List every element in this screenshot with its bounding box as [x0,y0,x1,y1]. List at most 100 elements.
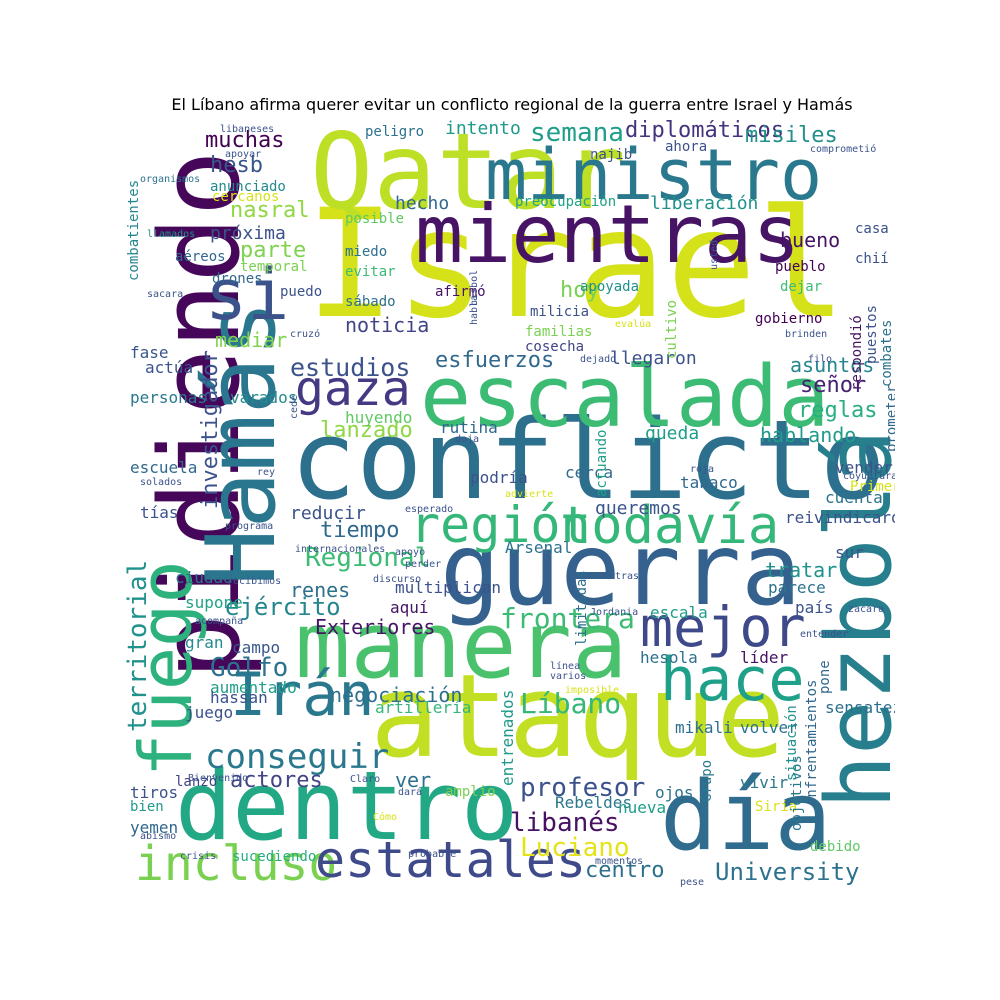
cloud-word: pueblo [775,259,826,275]
cloud-word: escalada [420,348,830,447]
cloud-word: multiplican [395,578,501,597]
cloud-word: University [715,858,860,886]
cloud-word: cede [289,394,300,420]
cloud-word: tratar [765,558,838,582]
cloud-word: si [205,254,290,336]
cloud-word: Israel [305,178,847,352]
cloud-word: centro [585,858,665,883]
cloud-word: cerca [565,463,614,482]
cloud-word: varados [230,388,298,407]
cloud-word: señor [800,373,867,398]
page-title: El Líbano afirma querer evitar un confli… [171,95,853,114]
cloud-word: parece [768,578,826,597]
cloud-word: semana [530,120,624,148]
cloud-word: discurso [373,574,422,585]
cloud-word: habla [469,294,480,326]
cloud-word: probable [408,849,457,860]
cloud-word: entender [800,629,849,640]
cloud-word: llamados [147,229,196,240]
cloud-word: enfrentamientos [804,679,820,807]
cloud-word: Exteriores [315,615,436,639]
cloud-word: crisis [180,851,217,862]
cloud-word: día [660,762,832,872]
cloud-word: hablando [760,423,857,447]
cloud-word: rutina [440,418,498,437]
cloud-word: Jordania [590,607,639,618]
cloud-word: ciudad [175,568,233,587]
cloud-word: dentro [175,752,519,862]
cloud-word: territorial [125,559,153,733]
cloud-word: pone [817,659,833,694]
cloud-word: ataque [370,650,786,784]
cloud-word: temporal [240,259,308,275]
cloud-word: respondió [849,314,865,391]
cloud-word: imposible [565,685,620,696]
cloud-word: Regional [305,543,431,573]
cloud-word: pese [680,877,705,888]
cloud-word: incluso [135,836,338,890]
cloud-word: mediar [215,328,288,352]
cloud-word: debido [810,839,861,855]
cloud-word: reglas [798,398,878,423]
cloud-word: frontera [500,602,635,635]
cloud-word: puedo [280,284,323,300]
cloud-word: tabaco [680,473,738,492]
cloud-word: varios [550,671,587,682]
cloud-word: yemen [130,818,179,837]
cloud-word: ahora [665,139,708,155]
cloud-word: vivir [740,773,789,792]
cloud-word: lanzado [320,418,413,443]
cloud-word: organismos [140,174,201,185]
cloud-word: Siria [755,799,798,815]
cloud-word: huyendo [345,408,413,427]
cloud-word: región [410,496,591,554]
cloud-word: renes [290,578,351,602]
cloud-word: asuntos [790,353,875,377]
cloud-word: cruzó [290,329,321,340]
cloud-word: reducir [290,503,366,524]
cloud-word: actores [230,768,323,793]
cloud-word: manera [295,592,628,699]
cloud-word: ver [395,768,432,792]
cloud-word: conseguir [205,737,390,777]
cloud-word: ojos [655,783,694,802]
cloud-word: cuenta [825,488,883,507]
cloud-word: acompaña [195,616,244,627]
cloud-word: peligro [365,124,425,140]
cloud-word: estudios [290,353,411,382]
cloud-word: mikali [675,718,733,737]
cloud-word: esperado [405,504,454,515]
cloud-word: Primer [850,479,895,495]
cloud-word: perder [405,559,442,570]
cloud-word: campo [232,638,281,657]
cloud-word: tiros [130,783,179,802]
cloud-word: gran [185,633,224,652]
cloud-word: parte [240,238,307,263]
cloud-word: hecho [395,193,450,214]
cloud-word: internacionales [295,544,386,555]
cloud-word: Arsenal [505,538,573,557]
cloud-word: apoyada [580,279,640,295]
cloud-word: país [795,598,834,617]
cloud-word: najib [590,147,633,163]
cloud-word: hoy [560,278,600,303]
cloud-word: preocupación [515,194,617,210]
cloud-word: fase [130,343,169,362]
cloud-word: vender [835,458,893,477]
cloud-word: amplio [445,784,496,800]
cloud-word: sacara [147,289,184,300]
cloud-word: Cómo [373,812,398,823]
cloud-word: ministro [485,134,823,216]
cloud-word: doja [455,434,480,445]
cloud-word: juego [185,703,234,722]
cloud-word: hesb [210,153,263,178]
cloud-word: chií [855,251,889,267]
cloud-word: aéreos [175,249,226,265]
cloud-word: anunciado [210,179,286,195]
cloud-word: personas [130,388,208,407]
cloud-word: queda [645,423,700,444]
cloud-word: aquí [390,598,429,617]
cloud-word: todavía [560,496,780,556]
cloud-word: Grupo [699,759,715,803]
cloud-word: escuela [130,458,198,477]
